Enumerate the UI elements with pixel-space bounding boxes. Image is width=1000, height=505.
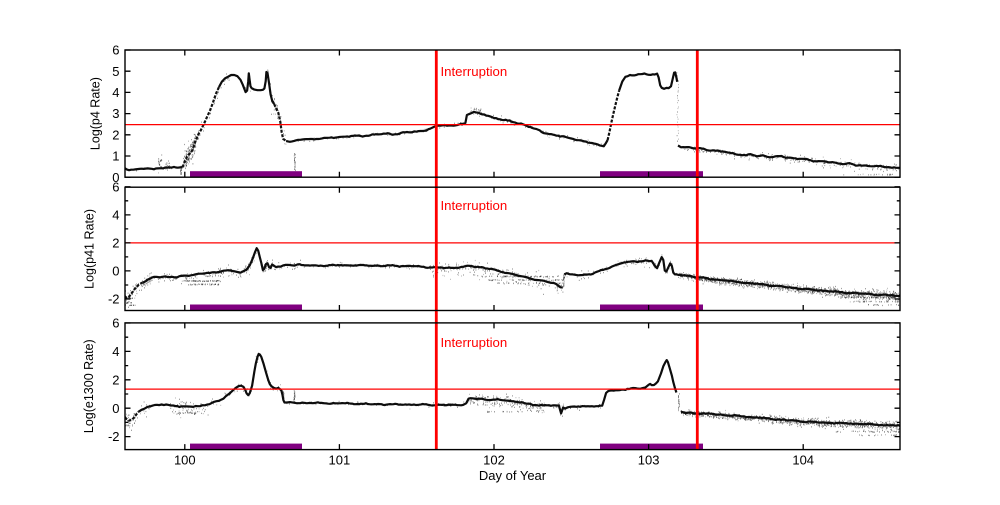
svg-text:Log(p41 Rate): Log(p41 Rate) xyxy=(83,209,97,289)
svg-text:Interruption: Interruption xyxy=(441,64,508,79)
svg-text:-2: -2 xyxy=(108,429,120,444)
svg-text:0: 0 xyxy=(112,401,119,416)
svg-text:100: 100 xyxy=(174,453,196,468)
svg-text:4: 4 xyxy=(112,208,119,223)
svg-text:6: 6 xyxy=(112,316,119,331)
svg-text:2: 2 xyxy=(112,372,119,387)
svg-text:-2: -2 xyxy=(108,292,120,307)
svg-text:2: 2 xyxy=(112,236,119,251)
svg-text:4: 4 xyxy=(112,344,119,359)
svg-text:Interruption: Interruption xyxy=(441,335,508,350)
svg-text:5: 5 xyxy=(112,64,119,79)
svg-text:Interruption: Interruption xyxy=(441,198,508,213)
svg-text:101: 101 xyxy=(329,453,351,468)
svg-text:2: 2 xyxy=(112,127,119,142)
svg-text:3: 3 xyxy=(112,106,119,121)
svg-text:104: 104 xyxy=(792,453,814,468)
svg-text:6: 6 xyxy=(112,43,119,58)
svg-text:Log(p4 Rate): Log(p4 Rate) xyxy=(88,77,102,150)
svg-text:0: 0 xyxy=(112,170,119,185)
svg-text:4: 4 xyxy=(112,85,119,100)
svg-text:Log(e1300 Rate): Log(e1300 Rate) xyxy=(82,339,96,433)
svg-text:103: 103 xyxy=(638,453,660,468)
svg-text:6: 6 xyxy=(112,179,119,194)
svg-text:1: 1 xyxy=(112,149,119,164)
svg-text:0: 0 xyxy=(112,264,119,279)
svg-text:Day of Year: Day of Year xyxy=(479,468,547,483)
svg-text:102: 102 xyxy=(483,453,505,468)
